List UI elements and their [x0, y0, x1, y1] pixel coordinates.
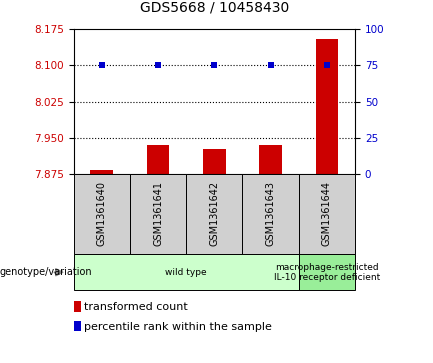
Text: GSM1361642: GSM1361642 [209, 181, 220, 246]
Bar [203, 148, 226, 174]
Text: wild type: wild type [165, 268, 207, 277]
Bar [147, 145, 169, 174]
Text: percentile rank within the sample: percentile rank within the sample [84, 322, 272, 332]
Bar [186, 174, 242, 254]
Text: genotype/variation: genotype/variation [0, 267, 93, 277]
Text: GSM1361644: GSM1361644 [322, 181, 332, 246]
Bar [74, 254, 299, 290]
Bar [74, 174, 130, 254]
Bar [299, 174, 355, 254]
Bar [130, 174, 186, 254]
Text: GDS5668 / 10458430: GDS5668 / 10458430 [140, 0, 289, 15]
Text: GSM1361641: GSM1361641 [153, 181, 163, 246]
Text: macrophage-restricted
IL-10 receptor deficient: macrophage-restricted IL-10 receptor def… [274, 262, 380, 282]
Text: transformed count: transformed count [84, 302, 188, 312]
Bar [90, 170, 113, 174]
Bar [242, 174, 299, 254]
Bar [316, 39, 338, 174]
Bar [299, 254, 355, 290]
Bar [259, 145, 282, 174]
Text: GSM1361643: GSM1361643 [265, 181, 276, 246]
Text: GSM1361640: GSM1361640 [97, 181, 107, 246]
